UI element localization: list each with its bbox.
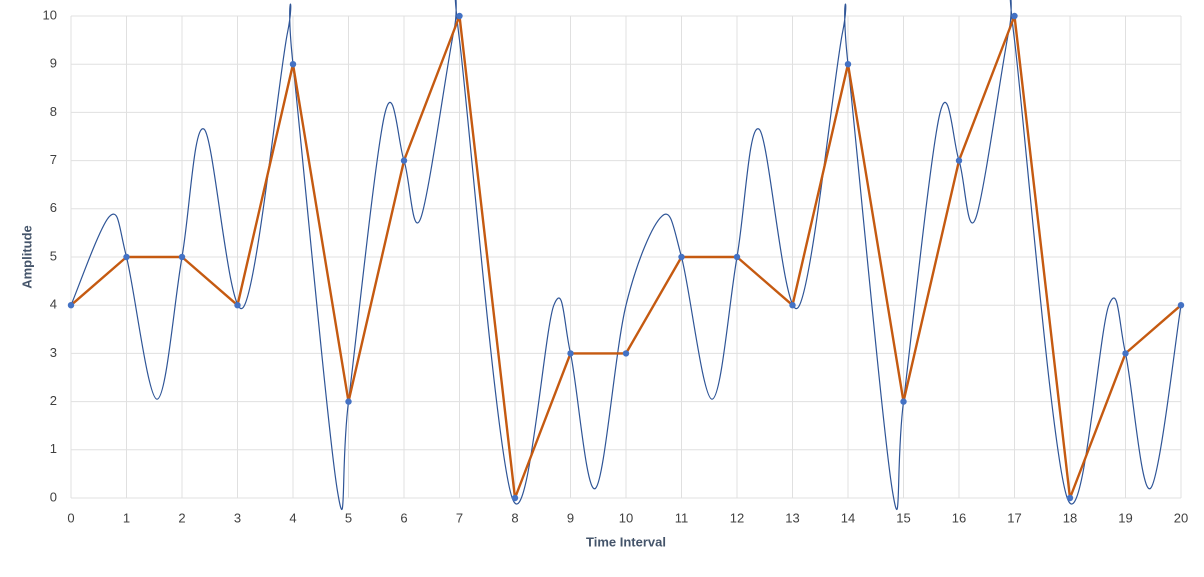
data-point	[733, 253, 741, 261]
data-point	[1066, 494, 1074, 502]
x-tick-label: 7	[456, 510, 463, 525]
data-point	[67, 302, 75, 309]
data-point	[900, 398, 907, 405]
x-tick-label: 4	[289, 510, 296, 525]
y-tick-label: 8	[50, 104, 57, 119]
data-point	[400, 157, 408, 164]
x-tick-label: 13	[785, 510, 799, 525]
x-tick-label: 5	[345, 510, 352, 525]
y-tick-label: 7	[50, 152, 57, 167]
x-tick-label: 14	[841, 510, 855, 525]
data-point	[789, 302, 796, 309]
x-tick-label: 0	[67, 510, 74, 525]
x-tick-label: 12	[730, 510, 744, 525]
x-tick-label: 10	[619, 510, 633, 525]
y-tick-label: 5	[50, 248, 57, 263]
data-point	[178, 253, 186, 261]
data-point	[345, 398, 352, 405]
y-tick-label: 4	[50, 297, 57, 312]
x-tick-label: 18	[1063, 510, 1077, 525]
data-point	[456, 12, 463, 20]
y-tick-label: 0	[50, 489, 57, 504]
data-point	[1011, 12, 1018, 20]
x-axis-title: Time Interval	[586, 534, 666, 549]
x-tick-label: 16	[952, 510, 966, 525]
data-point	[1177, 302, 1185, 309]
data-point	[567, 350, 574, 357]
x-tick-label: 3	[234, 510, 241, 525]
x-tick-label: 8	[511, 510, 518, 525]
y-axis-title: Amplitude	[19, 225, 34, 289]
x-tick-label: 11	[675, 510, 689, 525]
data-point	[1122, 350, 1129, 357]
x-tick-label: 1	[123, 510, 130, 525]
y-tick-label: 1	[50, 441, 57, 456]
series-line	[70, 0, 1182, 510]
y-tick-label: 2	[50, 393, 57, 408]
data-point	[678, 253, 685, 261]
data-point	[622, 350, 630, 357]
x-tick-label: 2	[178, 510, 185, 525]
data-point	[955, 157, 963, 164]
x-tick-label: 17	[1007, 510, 1021, 525]
x-tick-label: 20	[1174, 510, 1188, 525]
y-tick-label: 3	[50, 345, 57, 360]
y-tick-label: 6	[50, 200, 57, 215]
data-point	[289, 60, 297, 68]
data-point	[234, 302, 241, 309]
data-point	[844, 60, 852, 68]
y-tick-label: 9	[50, 56, 57, 71]
x-tick-label: 15	[896, 510, 910, 525]
x-tick-label: 19	[1118, 510, 1132, 525]
x-tick-label: 6	[400, 510, 407, 525]
data-point	[123, 253, 130, 261]
y-tick-label: 10	[43, 7, 57, 22]
data-point	[511, 494, 519, 502]
x-tick-label: 9	[567, 510, 574, 525]
